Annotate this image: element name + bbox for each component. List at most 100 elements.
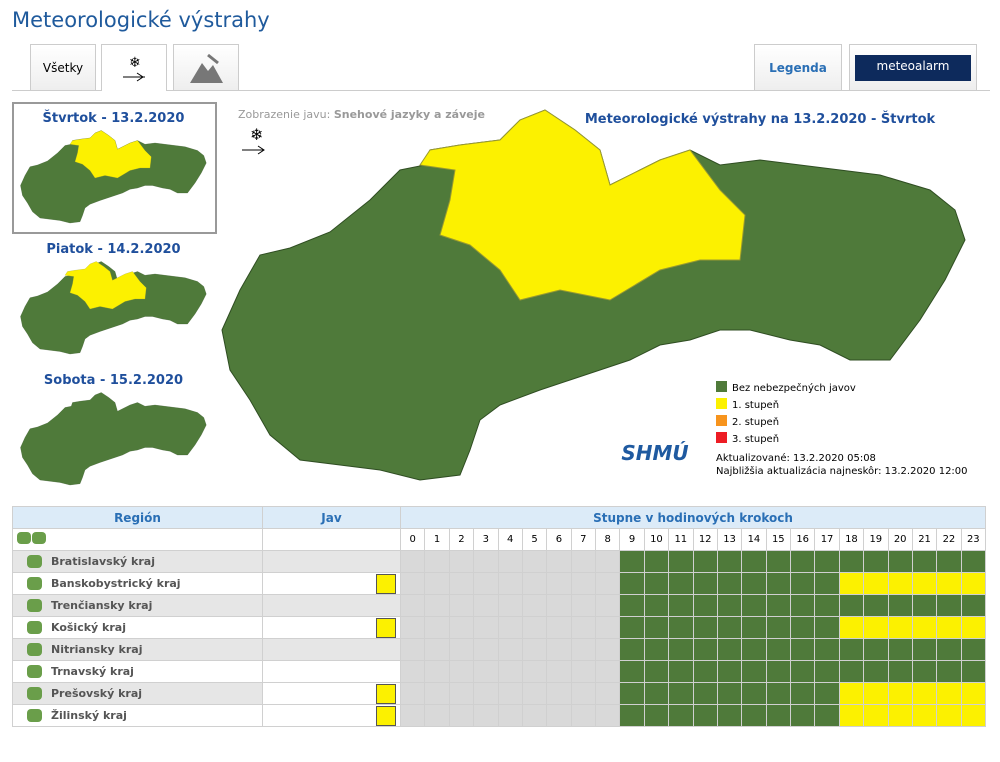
avalanche-icon bbox=[190, 53, 223, 83]
plus-button[interactable] bbox=[27, 709, 42, 722]
plus-button[interactable] bbox=[27, 687, 42, 700]
phenomenon-cell bbox=[262, 616, 401, 639]
level-cell bbox=[887, 682, 913, 705]
level-cell bbox=[911, 550, 938, 573]
level-cell bbox=[960, 682, 987, 705]
day-label[interactable]: Štvrtok - 13.2.2020 bbox=[42, 111, 185, 126]
hour: 20 bbox=[887, 528, 913, 551]
day-label[interactable]: Sobota - 15.2.2020 bbox=[43, 373, 184, 388]
plus-button[interactable] bbox=[27, 555, 42, 568]
level-cell bbox=[863, 572, 889, 595]
level-cell bbox=[668, 572, 694, 595]
mini-map bbox=[20, 392, 207, 486]
tab-all[interactable]: Všetky bbox=[30, 44, 96, 90]
hour: 7 bbox=[570, 528, 597, 551]
region: Banskobystrický kraj bbox=[12, 572, 263, 595]
map-title: Meteorologické výstrahy na 13.2.2020 - Š… bbox=[585, 111, 936, 127]
level-cell bbox=[448, 550, 475, 573]
plus-button[interactable] bbox=[27, 577, 42, 590]
level-cell bbox=[594, 594, 621, 617]
plus-button[interactable] bbox=[27, 599, 42, 612]
level-cell bbox=[570, 638, 597, 661]
level-cell bbox=[473, 594, 499, 617]
level-cell bbox=[546, 594, 572, 617]
header: Stupne v hodinových krokoch bbox=[400, 506, 986, 529]
next-update: Najbližšia aktualizácia najneskôr: 13.2.… bbox=[716, 465, 968, 477]
level-cell bbox=[448, 616, 475, 639]
day-label[interactable]: Piatok - 14.2.2020 bbox=[46, 242, 181, 257]
level-cell bbox=[619, 704, 645, 727]
level-cell bbox=[692, 616, 718, 639]
region: Nitriansky kraj bbox=[12, 638, 263, 661]
warning-icon bbox=[376, 683, 396, 704]
region-row: Trnavský kraj bbox=[12, 660, 987, 683]
level-cell bbox=[960, 616, 987, 639]
level-cell bbox=[741, 704, 767, 727]
level-cell bbox=[789, 572, 816, 595]
plus-button[interactable] bbox=[17, 532, 31, 544]
plus-button[interactable] bbox=[27, 643, 42, 656]
level-cell bbox=[668, 638, 694, 661]
region-row: Trenčiansky kraj bbox=[12, 594, 987, 617]
level-cell bbox=[789, 616, 816, 639]
tab-avalanche[interactable] bbox=[173, 44, 239, 90]
level-cell bbox=[546, 638, 572, 661]
plus-button[interactable] bbox=[27, 665, 42, 678]
level-cell bbox=[497, 572, 523, 595]
level-cell bbox=[765, 594, 792, 617]
region-row: Banskobystrický kraj bbox=[12, 572, 987, 595]
level-cell bbox=[399, 704, 426, 727]
level-cell bbox=[887, 594, 913, 617]
level-cell bbox=[936, 550, 962, 573]
level-cell bbox=[838, 594, 865, 617]
region: Prešovský kraj bbox=[12, 682, 263, 705]
level-cell bbox=[668, 616, 694, 639]
level-cell bbox=[789, 682, 816, 705]
level-cell bbox=[741, 682, 767, 705]
level-cell bbox=[570, 704, 597, 727]
level-cell bbox=[960, 594, 987, 617]
level-cell bbox=[546, 550, 572, 573]
level-cell bbox=[692, 638, 718, 661]
phenomenon-cell bbox=[262, 550, 401, 573]
blank bbox=[262, 528, 401, 551]
level-cell bbox=[619, 616, 645, 639]
hour: 1 bbox=[424, 528, 450, 551]
level-cell bbox=[399, 660, 426, 683]
hour: 5 bbox=[521, 528, 548, 551]
region: Košický kraj bbox=[12, 616, 263, 639]
warning-icon bbox=[376, 617, 396, 638]
hour: 17 bbox=[814, 528, 840, 551]
level-cell bbox=[838, 616, 865, 639]
level-cell bbox=[741, 572, 767, 595]
tab-meteoalarm[interactable]: meteoalarm bbox=[849, 44, 977, 90]
snow-icon: ❄ bbox=[250, 125, 263, 144]
level-cell bbox=[546, 704, 572, 727]
selected-day bbox=[12, 102, 217, 234]
level-cell bbox=[570, 594, 597, 617]
level-cell bbox=[765, 638, 792, 661]
level-cell bbox=[448, 594, 475, 617]
phenomenon-cell bbox=[262, 638, 401, 661]
level-cell bbox=[668, 660, 694, 683]
header: Región bbox=[12, 506, 263, 529]
phenomenon-label: Zobrazenie javu: bbox=[238, 108, 330, 121]
level-cell bbox=[716, 660, 743, 683]
hour: 22 bbox=[936, 528, 962, 551]
level-cell bbox=[789, 638, 816, 661]
hour: 13 bbox=[716, 528, 743, 551]
level-cell bbox=[887, 572, 913, 595]
level-cell bbox=[692, 682, 718, 705]
tab-legend[interactable]: Legenda bbox=[754, 44, 842, 90]
level-cell bbox=[497, 660, 523, 683]
level-cell bbox=[546, 660, 572, 683]
level-cell bbox=[668, 550, 694, 573]
level-cell bbox=[741, 550, 767, 573]
level-cell bbox=[911, 594, 938, 617]
level-cell bbox=[960, 704, 987, 727]
plus-button[interactable] bbox=[27, 621, 42, 634]
level-cell bbox=[887, 638, 913, 661]
tab-snow[interactable]: ❄ bbox=[101, 44, 167, 91]
minus-button[interactable] bbox=[32, 532, 46, 544]
level-cell bbox=[765, 704, 792, 727]
